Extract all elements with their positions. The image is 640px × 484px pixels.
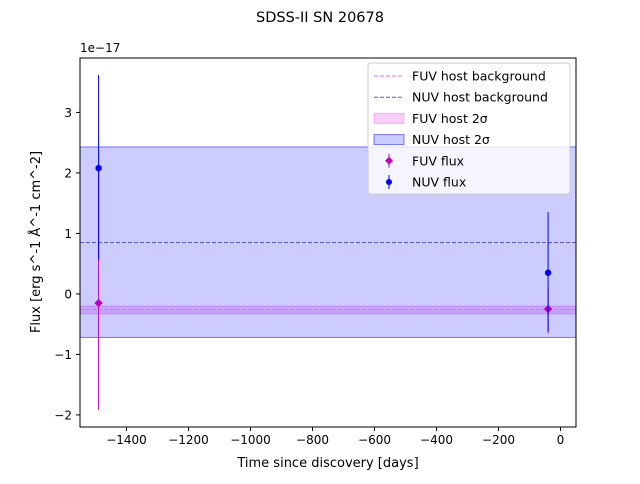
x-tick-label-0: −1400 (106, 433, 147, 447)
x-tick-label-1: −1200 (168, 433, 209, 447)
legend-swatch-3 (373, 134, 405, 146)
y-tick-label-2: 0 (64, 287, 72, 301)
y-offset-label: 1e−17 (80, 41, 120, 55)
legend-label-5: NUV flux (412, 175, 466, 190)
y-tick-label-3: 1 (64, 227, 72, 241)
legend-label-3: NUV host 2σ (412, 132, 490, 147)
x-axis-ticks: −1400 −1200 −1000 −800 −600 −400 −200 0 (106, 427, 564, 447)
x-tick-label-4: −600 (358, 433, 391, 447)
legend: FUV host background NUV host background FU… (367, 62, 571, 195)
plot-area-frame (79, 57, 577, 428)
legend-label-4: FUV flux (412, 153, 464, 168)
y-axis-label: Flux [erg s^-1 Å^-1 cm^-2] (28, 151, 44, 333)
legend-label-2: FUV host 2σ (412, 111, 488, 126)
point-1-0 (95, 164, 102, 172)
legend-swatch-2 (373, 112, 405, 124)
y-tick-label-0: −2 (54, 408, 72, 422)
chart-title: SDSS-II SN 20678 (256, 10, 384, 26)
flux-points (94, 74, 553, 411)
x-tick-label-2: −1000 (230, 433, 271, 447)
point-0-0 (94, 298, 103, 308)
x-tick-label-3: −800 (296, 433, 329, 447)
legend-label-1: NUV host background (412, 90, 548, 105)
y-tick-label-1: −1 (54, 348, 72, 362)
legend-swatch-4 (385, 156, 393, 165)
legend-box (367, 62, 571, 195)
legend-label-0: FUV host background (412, 69, 546, 84)
legend-swatch-5 (386, 179, 392, 185)
y-tick-label-4: 2 (64, 166, 72, 180)
point-1-1 (544, 269, 552, 276)
x-tick-label-5: −400 (420, 433, 453, 447)
x-tick-label-6: −200 (482, 433, 515, 447)
y-axis-ticks: −2 −1 0 1 2 3 (54, 106, 80, 422)
x-axis-label: Time since discovery [days] (236, 456, 418, 471)
background-lines (80, 242, 576, 311)
y-tick-label-5: 3 (64, 106, 72, 120)
x-tick-label-7: 0 (557, 433, 565, 447)
